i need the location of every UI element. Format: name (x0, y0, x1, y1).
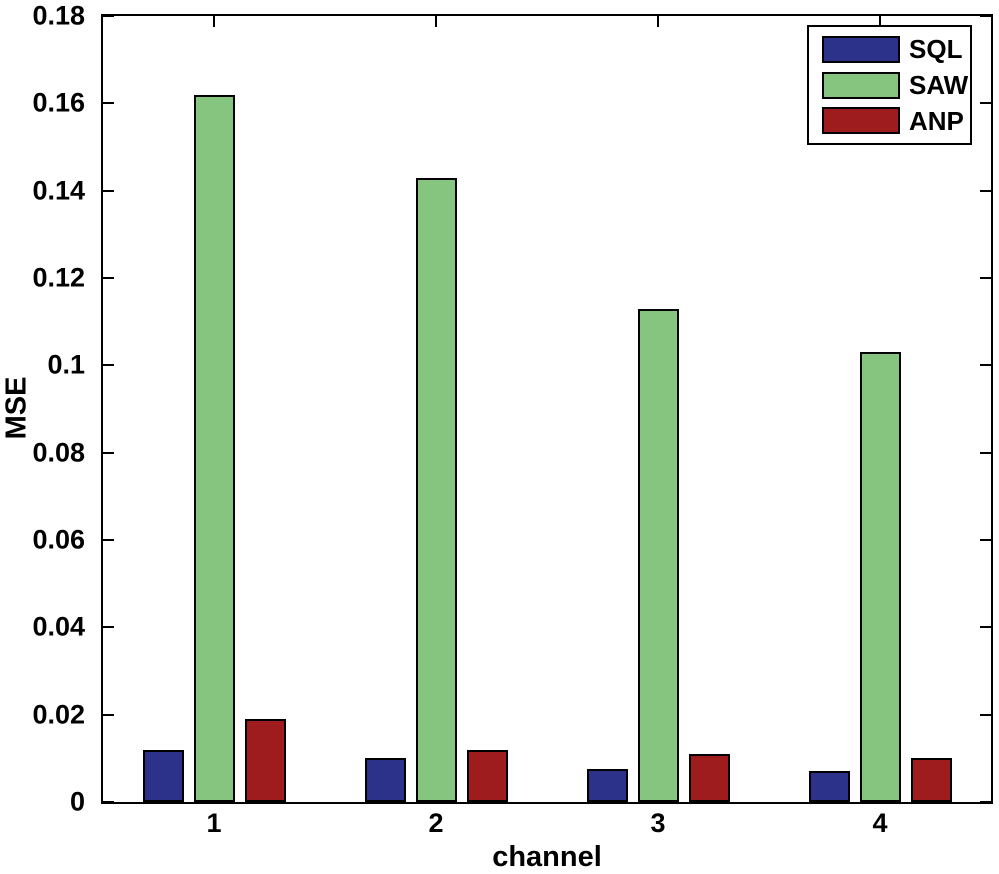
legend-item-sql: SQL (822, 34, 970, 65)
legend: SQL SAW ANP (807, 25, 972, 145)
y-tick-mark-right (980, 801, 991, 803)
y-tick-label: 0.04 (32, 611, 85, 642)
legend-label-saw: SAW (909, 70, 969, 100)
y-tick-label: 0.14 (32, 175, 85, 206)
y-tick-mark-right (980, 102, 991, 105)
y-tick-mark-right (980, 364, 991, 367)
legend-swatch-saw (822, 71, 900, 99)
bar-sql-ch4 (808, 771, 850, 802)
y-tick-mark-left (103, 626, 114, 629)
legend-item-saw: SAW (822, 70, 970, 100)
y-tick-label: 0.06 (32, 524, 85, 555)
x-tick-label: 3 (650, 808, 666, 838)
y-tick-mark-right (980, 539, 991, 541)
y-tick-mark-right (980, 451, 991, 454)
y-tick-mark-left (103, 713, 114, 716)
bar-sql-ch3 (586, 769, 628, 802)
y-tick-label: 0.02 (32, 699, 85, 730)
x-tick-label: 1 (206, 808, 222, 838)
y-tick-mark-left (103, 539, 114, 541)
y-tick-label: 0.12 (32, 262, 85, 293)
bar-anp-ch2 (466, 750, 508, 802)
x-tick-label: 2 (428, 808, 444, 838)
legend-label-anp: ANP (909, 105, 964, 136)
y-tick-mark-left (103, 801, 114, 803)
legend-swatch-sql (822, 35, 900, 63)
bar-saw-ch4 (859, 352, 901, 802)
x-tick-mark-top (435, 16, 437, 27)
y-tick-mark-left (103, 102, 114, 105)
bar-anp-ch3 (688, 754, 730, 802)
y-tick-mark-left (103, 364, 114, 367)
x-axis-title: channel (492, 841, 602, 873)
bar-anp-ch1 (244, 719, 286, 802)
y-tick-label: 0.08 (32, 437, 85, 468)
y-tick-labels: 0 0.02 0.04 0.06 0.08 0.1 0.12 0.14 0.16 0.18 (0, 0, 93, 874)
bar-saw-ch3 (637, 309, 679, 802)
bar-anp-ch4 (910, 758, 952, 802)
y-tick-label: 0.18 (32, 0, 85, 31)
y-tick-label: 0.1 (47, 349, 85, 380)
x-tick-mark-top (657, 16, 659, 27)
y-tick-label: 0 (69, 786, 85, 817)
y-tick-label: 0.16 (32, 87, 85, 118)
plot-area (101, 14, 993, 804)
y-tick-mark-right (980, 713, 991, 716)
x-tick-mark-top (213, 16, 215, 27)
y-tick-mark-right (980, 15, 991, 17)
legend-label-sql: SQL (909, 34, 963, 65)
bar-sql-ch1 (142, 750, 184, 802)
y-tick-mark-left (103, 15, 114, 17)
y-tick-mark-left (103, 189, 114, 192)
y-tick-mark-right (980, 189, 991, 192)
x-tick-labels: 1 2 3 4 (101, 810, 993, 842)
bar-saw-ch2 (415, 178, 457, 802)
bar-saw-ch1 (193, 95, 235, 802)
bar-sql-ch2 (364, 758, 406, 802)
x-tick-mark-top (879, 16, 881, 27)
y-tick-mark-right (980, 626, 991, 629)
legend-item-anp: ANP (822, 105, 970, 136)
legend-swatch-anp (822, 107, 900, 135)
x-tick-label: 4 (872, 808, 888, 838)
y-tick-mark-left (103, 277, 114, 279)
y-tick-mark-right (980, 277, 991, 279)
y-tick-mark-left (103, 451, 114, 454)
